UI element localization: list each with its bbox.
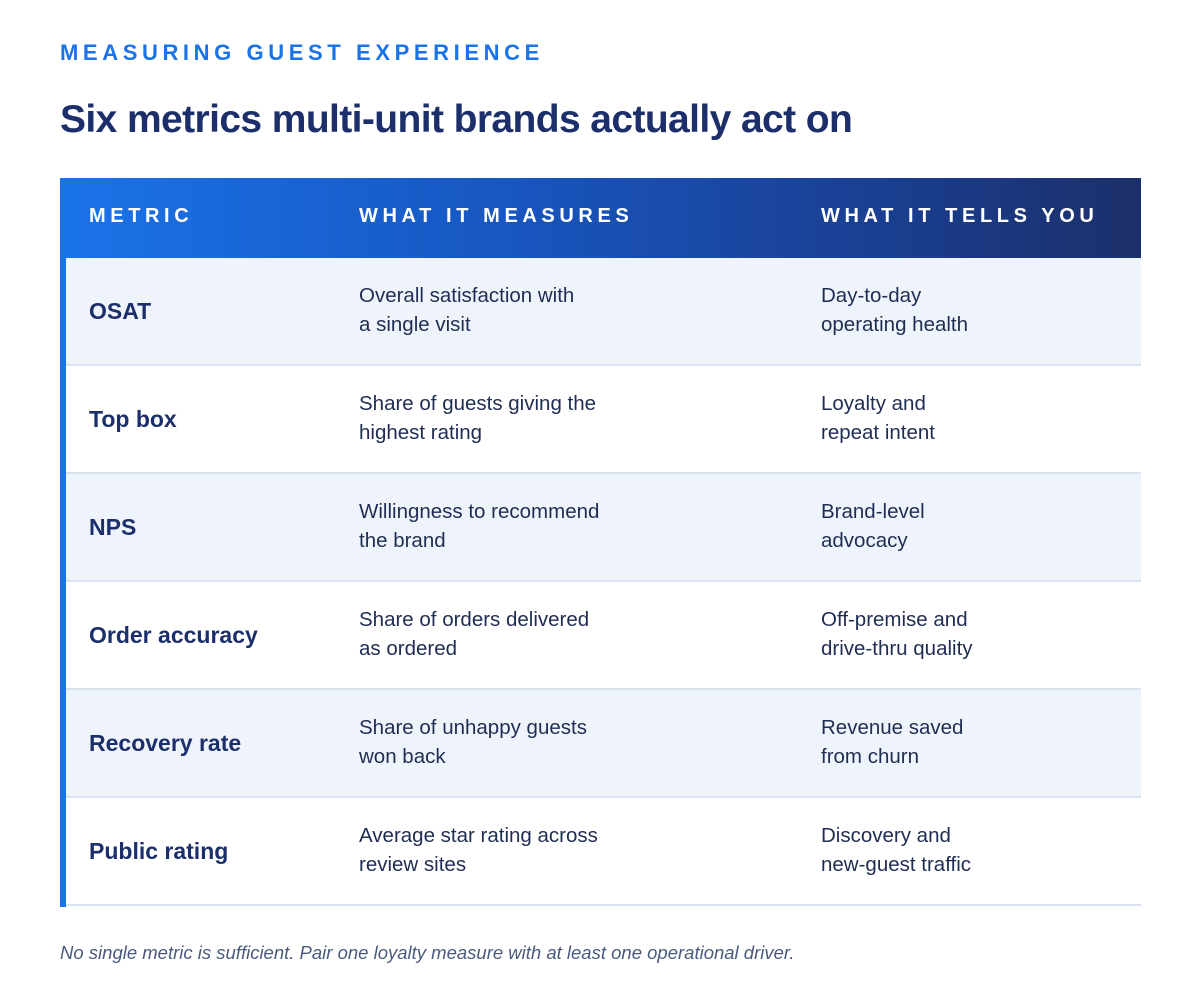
measures-cell: Willingness to recommend the brand — [359, 497, 599, 555]
tells-line: Day-to-day — [821, 284, 922, 307]
metric-name: Public rating — [89, 837, 229, 864]
eyebrow-label: MEASURING GUEST EXPERIENCE — [60, 40, 544, 65]
tells-line: advocacy — [821, 529, 908, 552]
measures-line: Overall satisfaction with — [359, 284, 575, 307]
table-row: OSAT Overall satisfaction with a single … — [66, 258, 1141, 366]
tells-line: Revenue saved — [821, 716, 964, 739]
tells-line: Loyalty and — [821, 392, 926, 415]
metrics-table: METRIC WHAT IT MEASURES WHAT IT TELLS YO… — [60, 178, 1141, 907]
measures-line: Share of orders delivered — [359, 608, 590, 631]
metric-name: OSAT — [89, 297, 152, 324]
table-row: Recovery rate Share of unhappy guests wo… — [66, 690, 1141, 798]
measures-line: Share of unhappy guests — [359, 716, 587, 739]
measures-line: review sites — [359, 853, 467, 876]
tells-line: drive-thru quality — [821, 637, 973, 660]
tells-line: Discovery and — [821, 824, 951, 847]
measures-line: highest rating — [359, 421, 483, 444]
measures-cell: Share of unhappy guests won back — [359, 713, 587, 771]
tells-line: new-guest traffic — [821, 853, 972, 876]
measures-cell: Overall satisfaction with a single visit — [359, 281, 574, 339]
header-what-it-tells-you: WHAT IT TELLS YOU — [821, 205, 1099, 227]
header-what-it-measures: WHAT IT MEASURES — [359, 205, 634, 227]
table-header: METRIC WHAT IT MEASURES WHAT IT TELLS YO… — [60, 178, 1141, 258]
footnote: No single metric is sufficient. Pair one… — [60, 942, 795, 963]
metric-name: Order accuracy — [89, 621, 258, 648]
metric-name: Recovery rate — [89, 729, 242, 756]
measures-line: a single visit — [359, 313, 471, 336]
table-row: Public rating Average star rating across… — [66, 798, 1141, 906]
header-metric: METRIC — [89, 205, 194, 227]
measures-cell: Share of guests giving the highest ratin… — [359, 389, 596, 447]
page-title: Six metrics multi-unit brands actually a… — [60, 98, 853, 141]
tells-cell: Discovery and new-guest traffic — [821, 821, 971, 879]
measures-line: the brand — [359, 529, 446, 552]
tells-line: operating health — [821, 313, 969, 336]
metric-name: NPS — [89, 513, 137, 540]
measures-line: Average star rating across — [359, 824, 598, 847]
tells-cell: Day-to-day operating health — [821, 281, 968, 339]
table-row: Order accuracy Share of orders delivered… — [66, 582, 1141, 690]
tells-cell: Off-premise and drive-thru quality — [821, 605, 973, 663]
tells-cell: Loyalty and repeat intent — [821, 389, 935, 447]
measures-line: Willingness to recommend — [359, 500, 600, 523]
tells-line: Brand-level — [821, 500, 925, 523]
measures-line: as ordered — [359, 637, 458, 660]
tells-cell: Revenue saved from churn — [821, 713, 963, 771]
measures-cell: Average star rating across review sites — [359, 821, 598, 879]
metric-name: Top box — [89, 405, 177, 432]
tells-cell: Brand-level advocacy — [821, 497, 925, 555]
tells-line: repeat intent — [821, 421, 935, 444]
measures-line: won back — [359, 745, 446, 768]
table-row: NPS Willingness to recommend the brand B… — [66, 474, 1141, 582]
measures-cell: Share of orders delivered as ordered — [359, 605, 589, 663]
measures-line: Share of guests giving the — [359, 392, 597, 415]
tells-line: from churn — [821, 745, 919, 768]
tells-line: Off-premise and — [821, 608, 968, 631]
table-row: Top box Share of guests giving the highe… — [66, 366, 1141, 474]
